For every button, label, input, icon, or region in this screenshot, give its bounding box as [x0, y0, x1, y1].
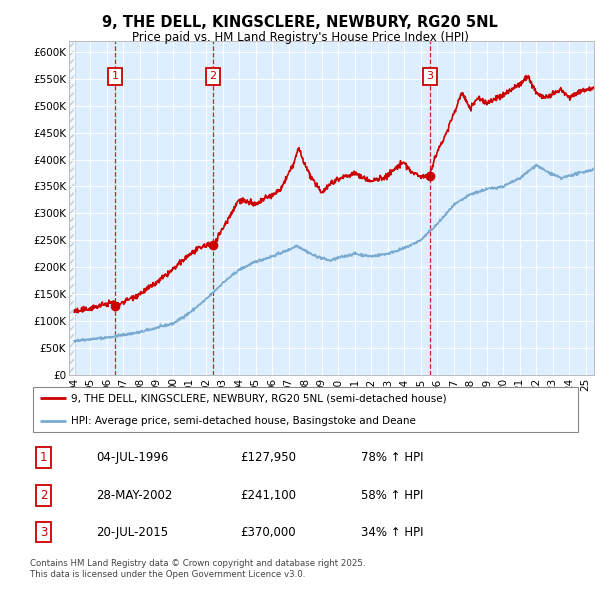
Text: 20-JUL-2015: 20-JUL-2015: [96, 526, 169, 539]
Text: 9, THE DELL, KINGSCLERE, NEWBURY, RG20 5NL (semi-detached house): 9, THE DELL, KINGSCLERE, NEWBURY, RG20 5…: [71, 394, 447, 404]
Text: £127,950: £127,950: [240, 451, 296, 464]
Text: 3: 3: [426, 71, 433, 81]
Text: 2: 2: [40, 489, 47, 502]
Text: 9, THE DELL, KINGSCLERE, NEWBURY, RG20 5NL: 9, THE DELL, KINGSCLERE, NEWBURY, RG20 5…: [102, 15, 498, 30]
Text: 28-MAY-2002: 28-MAY-2002: [96, 489, 173, 502]
Text: 34% ↑ HPI: 34% ↑ HPI: [361, 526, 424, 539]
Text: £241,100: £241,100: [240, 489, 296, 502]
FancyBboxPatch shape: [33, 386, 578, 432]
Text: Contains HM Land Registry data © Crown copyright and database right 2025.
This d: Contains HM Land Registry data © Crown c…: [30, 559, 365, 579]
Text: 1: 1: [112, 71, 119, 81]
Text: Price paid vs. HM Land Registry's House Price Index (HPI): Price paid vs. HM Land Registry's House …: [131, 31, 469, 44]
Text: 04-JUL-1996: 04-JUL-1996: [96, 451, 169, 464]
Text: 2: 2: [209, 71, 216, 81]
Text: 3: 3: [40, 526, 47, 539]
Text: £370,000: £370,000: [240, 526, 295, 539]
Text: HPI: Average price, semi-detached house, Basingstoke and Deane: HPI: Average price, semi-detached house,…: [71, 415, 416, 425]
Text: 1: 1: [40, 451, 47, 464]
Bar: [69, 41, 75, 375]
Text: 58% ↑ HPI: 58% ↑ HPI: [361, 489, 424, 502]
Text: 78% ↑ HPI: 78% ↑ HPI: [361, 451, 424, 464]
